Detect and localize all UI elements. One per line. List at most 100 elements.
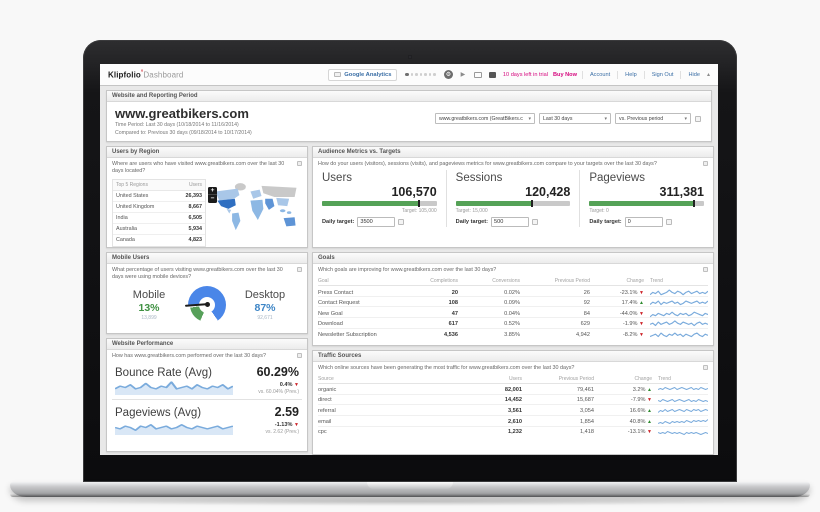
daily-target-input-pageviews[interactable] [624, 216, 663, 227]
metric-value: 60.29% [256, 365, 299, 380]
trend-arrow-icon: ▼ [639, 289, 644, 296]
sparkline [650, 307, 708, 320]
metric-label: Sessions [455, 172, 503, 185]
table-row: Download 617 0.52% 629 -1.9% ▼ [318, 318, 708, 329]
panel-goals: Goals Which goals are improving for www.… [312, 252, 714, 346]
area-sparkline [115, 380, 233, 396]
buy-now-link[interactable]: Buy Now [553, 71, 577, 78]
world-map-svg [215, 182, 297, 230]
trend-arrow-icon: ▼ [294, 382, 299, 389]
regions-table: Top 5 Regions Users United States 26,393 … [112, 178, 206, 247]
mobile-count: 13,899 [141, 314, 157, 321]
date-range-select[interactable]: Last 30 days ▾ [539, 113, 611, 124]
mobile-desktop-gauge [184, 285, 226, 324]
panel-description: Which online sources have been generatin… [318, 365, 575, 371]
gear-icon[interactable]: ⚙ [443, 70, 453, 79]
header-checkbox[interactable] [695, 115, 701, 122]
play-icon[interactable]: ▶ [460, 72, 466, 78]
target-marker [531, 200, 534, 208]
table-row: Press Contact 20 0.02% 26 -23.1% ▼ [318, 286, 708, 297]
zoom-in-button[interactable]: + [208, 187, 217, 195]
tab-google-analytics[interactable]: Google Analytics [328, 68, 398, 81]
bounce-rate-block: Bounce Rate (Avg) 60.29% 0.4% ▼ vs. 60.0… [115, 365, 299, 396]
panel-description: How has www.greatbikers.com performed ov… [112, 353, 267, 359]
trend-arrow-icon: ▼ [294, 422, 299, 429]
metric-label: Bounce Rate (Avg) [115, 367, 212, 380]
sparkline [650, 297, 708, 310]
daily-target-input-users[interactable] [357, 216, 396, 227]
help-link[interactable]: Help [625, 71, 637, 78]
col-users: Users [188, 181, 202, 188]
panel-options-icon[interactable] [703, 365, 708, 370]
lid-notch [367, 482, 453, 489]
metric-label: Users [322, 172, 353, 185]
panel-description: Which goals are improving for www.greatb… [318, 267, 497, 273]
desktop-percent: 87% [254, 301, 276, 314]
daily-target-checkbox[interactable] [532, 218, 538, 225]
world-map[interactable]: + − [208, 179, 302, 237]
mobile-label: Mobile [132, 288, 166, 301]
page-dots[interactable] [405, 72, 436, 77]
metric-value: 311,381 [659, 185, 705, 200]
target-marker [418, 200, 421, 208]
table-row: Australia 5,934 [113, 224, 205, 236]
site-select-value: www.greatbikers.com (GreatBikers.c [439, 115, 523, 122]
daily-target-label: Daily target: [589, 218, 622, 225]
trend-arrow-icon: ▲ [647, 418, 652, 425]
panel-options-icon[interactable] [297, 353, 302, 358]
metric-value: 120,428 [525, 185, 571, 200]
metric-label: Pageviews [589, 172, 645, 185]
fullscreen-icon[interactable] [473, 70, 483, 80]
sparkline [658, 395, 708, 406]
collapse-caret-icon[interactable]: ▴ [706, 72, 710, 78]
sparkline [658, 416, 708, 427]
metric-sessions: Sessions 120,428 Target: 15,000 Daily ta… [447, 170, 581, 227]
sign-out-link[interactable]: Sign Out [651, 71, 674, 78]
panel-audience-metrics: Audience Metrics vs. Targets How do your… [312, 146, 714, 248]
col-region: Top 5 Regions [116, 181, 148, 188]
account-link[interactable]: Account [589, 71, 611, 78]
present-icon[interactable] [488, 70, 498, 80]
metric-users: Users 106,570 Target: 105,000 Daily targ… [313, 170, 447, 227]
table-row: direct 14,452 15,687 -7.9% ▼ [318, 395, 708, 406]
top-navbar: Klipfolio°Dashboard Google Analytics ⚙ ▶… [100, 64, 718, 86]
table-row: United Kingdom 8,667 [113, 202, 205, 213]
chevron-down-icon: ▾ [684, 115, 687, 122]
table-row: New Goal 47 0.04% 84 -44.0% ▼ [318, 307, 708, 320]
zoom-out-button[interactable]: − [210, 194, 215, 202]
panel-description: What percentage of users visiting www.gr… [112, 267, 283, 281]
target-progress-bar [322, 200, 437, 208]
panel-website-performance: Website Performance How has www.greatbik… [106, 338, 308, 452]
site-select[interactable]: www.greatbikers.com (GreatBikers.c ▾ [435, 113, 535, 124]
sparkline [658, 405, 708, 416]
area-sparkline [115, 420, 233, 436]
daily-target-checkbox[interactable] [398, 218, 405, 225]
map-zoom-control[interactable]: + − [208, 186, 217, 203]
hide-link[interactable]: Hide [688, 71, 700, 78]
traffic-sources-table: Source Users Previous Period Change Tren… [313, 374, 713, 437]
webcam-dot [408, 55, 412, 59]
laptop-shadow [60, 497, 760, 506]
trend-arrow-icon: ▲ [647, 407, 652, 414]
panel-options-icon[interactable] [703, 267, 708, 272]
compare-select[interactable]: vs. Previous period ▾ [615, 113, 691, 124]
previous-value: vs. 60.04% (Prev.) [258, 389, 299, 396]
panel-reporting-period: Website and Reporting Period www.greatbi… [106, 90, 712, 142]
panel-options-icon[interactable] [703, 161, 708, 166]
target-progress-bar [455, 200, 571, 208]
desktop-stat: Desktop 87% 92,671 [236, 289, 294, 321]
target-marker [692, 200, 695, 208]
trial-countdown: 10 days left in trial [502, 71, 549, 78]
table-row: Contact Request 108 0.09% 92 17.4% ▲ [318, 297, 708, 308]
panel-options-icon[interactable] [297, 161, 302, 166]
panel-users-by-region: Users by Region Where are users who have… [106, 146, 308, 248]
pageviews-avg-block: Pageviews (Avg) 2.59 -1.13% ▼ vs. 2.62 (… [115, 405, 299, 436]
panel-title: Audience Metrics vs. Targets [313, 147, 713, 158]
target-label: Target: 0 [589, 207, 609, 214]
target-label: Target: 105,000 [401, 207, 437, 214]
panel-options-icon[interactable] [297, 267, 302, 272]
mobile-percent: 13% [138, 301, 160, 314]
daily-target-input-sessions[interactable] [491, 216, 529, 227]
trend-arrow-icon: ▼ [639, 310, 644, 317]
daily-target-checkbox[interactable] [665, 218, 672, 225]
